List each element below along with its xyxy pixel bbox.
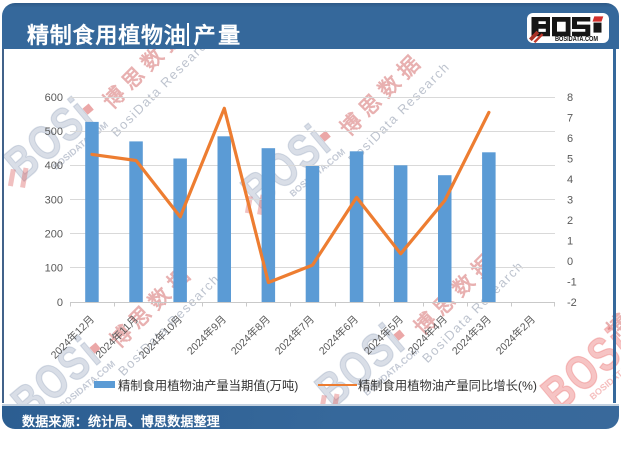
- svg-text:0: 0: [567, 256, 573, 268]
- svg-text:300: 300: [45, 194, 63, 206]
- svg-text:3: 3: [567, 194, 573, 206]
- svg-text:8: 8: [567, 92, 573, 104]
- svg-text:-2: -2: [567, 297, 577, 309]
- svg-text:6: 6: [567, 133, 573, 145]
- svg-text:2: 2: [567, 215, 573, 227]
- svg-text:-1: -1: [567, 276, 577, 288]
- svg-text:400: 400: [45, 160, 63, 172]
- svg-text:0: 0: [57, 297, 63, 309]
- svg-text:600: 600: [45, 92, 63, 104]
- svg-text:200: 200: [45, 229, 63, 241]
- svg-text:7: 7: [567, 112, 573, 124]
- svg-text:100: 100: [45, 263, 63, 275]
- svg-text:500: 500: [45, 126, 63, 138]
- svg-text:4: 4: [567, 174, 573, 186]
- svg-text:1: 1: [567, 235, 573, 247]
- svg-text:5: 5: [567, 153, 573, 165]
- svg-text:BOSIDATA.COM: BOSIDATA.COM: [555, 36, 598, 43]
